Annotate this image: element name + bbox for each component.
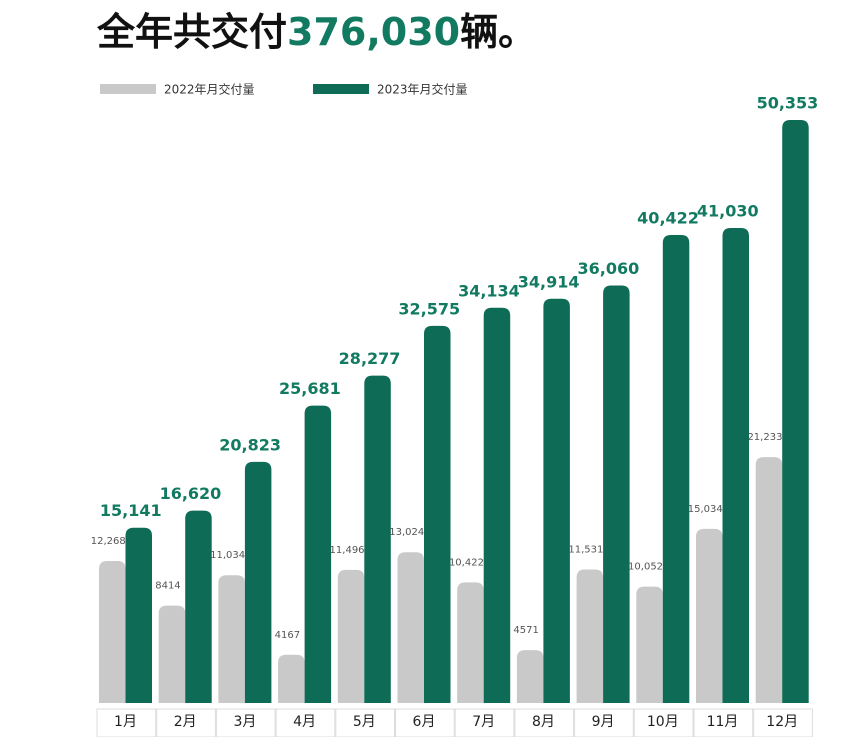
value-label: 21,233 xyxy=(747,432,782,443)
bar xyxy=(576,569,604,703)
bar xyxy=(158,605,186,703)
bar xyxy=(278,654,305,703)
bar xyxy=(662,234,690,703)
value-label: 40,422 xyxy=(637,208,699,227)
bar xyxy=(337,569,365,703)
bar xyxy=(397,552,424,703)
x-tick-label: 11月 xyxy=(707,714,739,730)
value-label: 41,030 xyxy=(697,201,759,220)
bar xyxy=(304,405,332,703)
bar xyxy=(696,528,723,703)
legend-label: 2022年月交付量 xyxy=(164,82,255,97)
x-tick-label: 2月 xyxy=(174,714,197,730)
x-tick-label: 3月 xyxy=(233,714,256,730)
bar xyxy=(722,227,749,703)
category-box xyxy=(753,708,813,737)
value-label: 28,277 xyxy=(339,349,401,368)
category-box xyxy=(574,708,634,737)
chart-title: 全年共交付376,030辆。 xyxy=(96,10,536,54)
bar xyxy=(99,560,126,703)
x-tick-label: 7月 xyxy=(472,714,495,730)
value-label: 15,141 xyxy=(100,501,162,520)
x-tick-label: 5月 xyxy=(353,714,376,730)
bar xyxy=(782,120,809,703)
bar xyxy=(244,461,272,703)
x-tick-label: 8月 xyxy=(532,714,555,730)
bar xyxy=(424,325,451,703)
category-box xyxy=(96,708,157,737)
value-label: 12,268 xyxy=(91,536,126,547)
x-tick-label: 12月 xyxy=(766,714,798,730)
value-label: 11,496 xyxy=(330,545,365,556)
value-label: 8414 xyxy=(155,581,180,592)
value-label: 32,575 xyxy=(398,299,460,318)
value-label: 15,034 xyxy=(688,504,723,515)
category-box xyxy=(514,708,575,737)
category-box xyxy=(454,708,515,737)
value-label: 34,134 xyxy=(458,281,520,300)
title-prefix: 全年共交付 xyxy=(96,10,287,54)
category-box xyxy=(693,708,754,737)
x-tick-label: 9月 xyxy=(592,714,615,730)
category-box xyxy=(215,708,276,737)
bar xyxy=(364,375,391,703)
bar xyxy=(185,510,212,703)
value-label: 34,914 xyxy=(518,272,580,291)
bar xyxy=(516,650,544,703)
bar xyxy=(755,457,783,703)
x-tick-label: 10月 xyxy=(647,714,679,730)
category-box xyxy=(275,708,336,737)
category-box xyxy=(335,708,395,737)
value-label: 20,823 xyxy=(219,435,281,454)
value-label: 36,060 xyxy=(577,259,639,278)
bar xyxy=(603,285,630,703)
bar xyxy=(218,575,245,703)
value-label: 11,531 xyxy=(568,544,603,555)
title-suffix: 辆。 xyxy=(460,10,536,54)
legend-label: 2023年月交付量 xyxy=(377,82,468,97)
value-label: 4167 xyxy=(275,630,300,641)
x-tick-label: 1月 xyxy=(114,714,137,730)
value-label: 4571 xyxy=(513,625,538,636)
x-tick-label: 4月 xyxy=(293,714,316,730)
bar xyxy=(483,307,511,703)
legend-swatch xyxy=(100,84,156,94)
bar xyxy=(457,582,484,703)
bar xyxy=(125,527,152,703)
value-label: 16,620 xyxy=(160,484,222,503)
value-label: 25,681 xyxy=(279,379,341,398)
value-label: 13,024 xyxy=(389,527,424,538)
category-box xyxy=(156,708,216,737)
title-number: 376,030 xyxy=(287,10,460,54)
x-tick-label: 6月 xyxy=(413,714,436,730)
value-label: 50,353 xyxy=(757,94,819,113)
legend-swatch xyxy=(313,84,369,94)
category-box xyxy=(395,708,455,737)
bar xyxy=(636,586,663,703)
value-label: 11,034 xyxy=(210,550,245,561)
category-box xyxy=(633,708,694,737)
value-label: 10,422 xyxy=(449,557,484,568)
bar xyxy=(543,298,570,703)
value-label: 10,052 xyxy=(628,562,663,573)
